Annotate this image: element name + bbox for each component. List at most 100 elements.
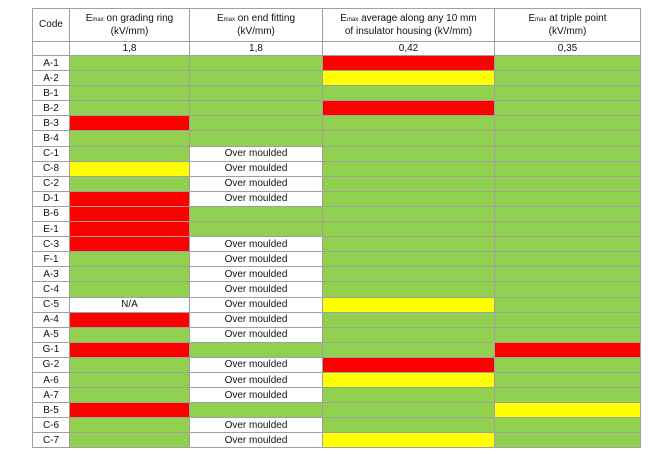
header-end-fitting: Emax on end fitting (kV/mm) xyxy=(189,8,323,42)
table-row: C-8 Over moulded xyxy=(32,160,641,177)
status-cell-green xyxy=(494,54,641,72)
text-cell: Over moulded xyxy=(189,281,323,298)
row-code: B-2 xyxy=(32,100,70,117)
threshold-value: 0,35 xyxy=(494,41,641,56)
status-cell-green xyxy=(189,205,323,223)
status-cell-green xyxy=(69,100,190,117)
table-row: A-7 Over moulded xyxy=(32,387,641,404)
header-grading-ring: Emax on grading ring (kV/mm) xyxy=(69,8,190,42)
status-cell-green xyxy=(494,145,641,162)
status-cell-green xyxy=(494,417,641,434)
status-cell-green xyxy=(494,130,641,147)
table-row: G-2 Over moulded xyxy=(32,356,641,373)
status-cell-green xyxy=(322,145,495,162)
status-cell-green xyxy=(69,356,190,373)
table-row: B-3 xyxy=(32,115,641,132)
status-cell-green xyxy=(322,341,495,358)
row-code: B-5 xyxy=(32,402,70,419)
text-cell: N/A xyxy=(69,296,190,313)
status-cell-green xyxy=(494,326,641,343)
header-triple-point: Emax at triple point (kV/mm) xyxy=(494,8,641,42)
status-cell-green xyxy=(189,341,323,358)
status-cell-green xyxy=(322,281,495,298)
status-cell-green xyxy=(189,221,323,238)
status-cell-green xyxy=(322,387,495,404)
status-cell-red xyxy=(69,311,190,328)
status-cell-green xyxy=(494,70,641,87)
row-code: C-6 xyxy=(32,417,70,434)
status-cell-green xyxy=(69,432,190,449)
header-insulator-housing: Emax average along any 10 mm of insulator… xyxy=(322,8,495,42)
status-cell-green xyxy=(494,115,641,132)
status-cell-green xyxy=(69,130,190,147)
status-cell-red xyxy=(69,402,190,419)
text-cell: Over moulded xyxy=(189,417,323,434)
status-cell-green xyxy=(189,54,323,72)
status-cell-green xyxy=(322,236,495,253)
status-cell-red xyxy=(494,341,641,358)
table-row: F-1 Over moulded xyxy=(32,251,641,268)
status-cell-green xyxy=(69,70,190,87)
status-cell-green xyxy=(69,145,190,162)
table-row: C-1 Over moulded xyxy=(32,145,641,162)
status-cell-red xyxy=(69,236,190,253)
status-cell-green xyxy=(322,311,495,328)
threshold-value: 1,8 xyxy=(189,41,323,56)
status-cell-green xyxy=(494,356,641,373)
status-cell-green xyxy=(494,236,641,253)
row-code: C-7 xyxy=(32,432,70,449)
row-code: D-1 xyxy=(32,190,70,207)
status-cell-green xyxy=(69,371,190,389)
row-code: A-6 xyxy=(32,371,70,389)
table-row: B-6 xyxy=(32,205,641,223)
status-cell-green xyxy=(322,205,495,223)
table-row: A-6 Over moulded xyxy=(32,371,641,389)
status-cell-green xyxy=(494,266,641,283)
table-row: E-1 xyxy=(32,221,641,238)
status-cell-green xyxy=(69,85,190,102)
status-cell-green xyxy=(494,85,641,102)
text-cell: Over moulded xyxy=(189,160,323,177)
status-cell-green xyxy=(189,115,323,132)
status-cell-green xyxy=(189,70,323,87)
text-cell: Over moulded xyxy=(189,251,323,268)
row-code: A-3 xyxy=(32,266,70,283)
status-cell-green xyxy=(322,115,495,132)
table-row: C-7 Over moulded xyxy=(32,432,641,449)
table-row: A-1 xyxy=(32,54,641,72)
row-code: B-1 xyxy=(32,85,70,102)
row-code: A-5 xyxy=(32,326,70,343)
status-cell-yellow xyxy=(494,402,641,419)
status-cell-green xyxy=(494,205,641,223)
table-row: D-1 Over moulded xyxy=(32,190,641,207)
status-cell-red xyxy=(322,356,495,373)
status-cell-red xyxy=(69,115,190,132)
table-row: C-3 Over moulded xyxy=(32,236,641,253)
row-code: B-4 xyxy=(32,130,70,147)
status-cell-green xyxy=(494,190,641,207)
row-code: F-1 xyxy=(32,251,70,268)
status-cell-green xyxy=(189,402,323,419)
header-code: Code xyxy=(32,8,70,42)
row-code: C-1 xyxy=(32,145,70,162)
status-cell-green xyxy=(494,296,641,313)
status-cell-green xyxy=(494,221,641,238)
status-cell-green xyxy=(69,417,190,434)
threshold-empty xyxy=(32,41,70,56)
status-cell-green xyxy=(322,85,495,102)
status-cell-green xyxy=(494,160,641,177)
row-code: E-1 xyxy=(32,221,70,238)
status-cell-yellow xyxy=(322,296,495,313)
status-cell-red xyxy=(322,54,495,72)
status-cell-green xyxy=(189,130,323,147)
status-cell-green xyxy=(494,432,641,449)
row-code: A-2 xyxy=(32,70,70,87)
row-code: A-7 xyxy=(32,387,70,404)
row-code: C-4 xyxy=(32,281,70,298)
status-cell-green xyxy=(322,251,495,268)
text-cell: Over moulded xyxy=(189,190,323,207)
text-cell: Over moulded xyxy=(189,266,323,283)
table-row: C-6 Over moulded xyxy=(32,417,641,434)
row-code: C-2 xyxy=(32,175,70,192)
status-cell-green xyxy=(494,175,641,192)
